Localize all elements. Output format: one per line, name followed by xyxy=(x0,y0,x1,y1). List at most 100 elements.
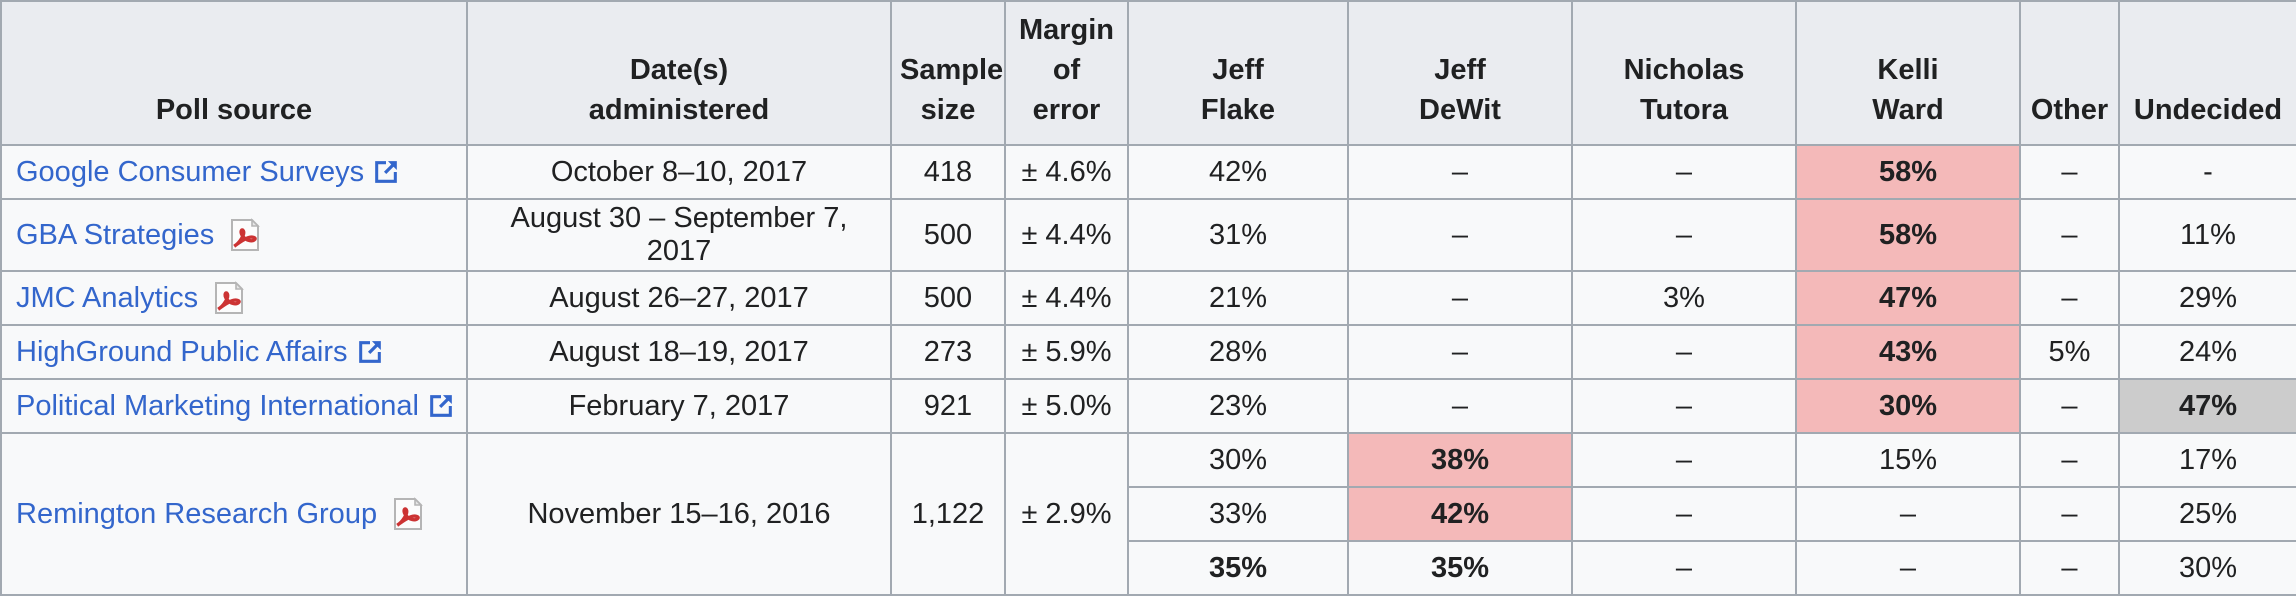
cell-date: August 26–27, 2017 xyxy=(466,270,892,327)
cell-jeff-dewit: – xyxy=(1347,270,1573,327)
pdf-icon xyxy=(231,218,261,252)
poll-source-link-label: Remington Research Group xyxy=(16,497,378,530)
cell-poll-source: Google Consumer Surveys xyxy=(0,144,468,201)
cell-jeff-dewit: – xyxy=(1347,378,1573,435)
cell-other: – xyxy=(2019,270,2120,327)
table-row: HighGround Public Affairs August 18–19, … xyxy=(0,324,2296,381)
column-header-dates-administered: Date(s) administered xyxy=(466,0,892,147)
cell-jeff-flake: 23% xyxy=(1127,378,1349,435)
cell-margin-of-error: ± 5.0% xyxy=(1004,378,1129,435)
cell-kelli-ward: 30% xyxy=(1795,378,2021,435)
cell-undecided: 30% xyxy=(2118,540,2296,596)
cell-kelli-ward: 58% xyxy=(1795,144,2021,201)
cell-nicholas-tutora: – xyxy=(1571,144,1797,201)
cell-other: – xyxy=(2019,486,2120,543)
cell-margin-of-error: ± 4.4% xyxy=(1004,270,1129,327)
table-row: 33% 42% – – – 25% xyxy=(1,486,2296,543)
cell-sample-size: 418 xyxy=(890,144,1006,201)
cell-nicholas-tutora: – xyxy=(1571,198,1797,273)
poll-source-link[interactable]: HighGround Public Affairs xyxy=(16,336,383,369)
cell-jeff-flake: 42% xyxy=(1127,144,1349,201)
cell-jeff-dewit: 38% xyxy=(1347,432,1573,489)
column-header-jeff-dewit: Jeff DeWit xyxy=(1347,0,1573,147)
cell-undecided: 24% xyxy=(2118,324,2296,381)
cell-kelli-ward: 47% xyxy=(1795,270,2021,327)
poll-source-link-label: JMC Analytics xyxy=(16,281,199,314)
poll-source-link[interactable]: Remington Research Group xyxy=(16,496,426,532)
table-row: GBA Strategies August 30 – September 7, … xyxy=(0,198,2296,273)
external-link-icon xyxy=(375,161,397,183)
cell-kelli-ward: – xyxy=(1795,486,2021,543)
poll-source-link-label: Political Marketing International xyxy=(16,389,419,422)
cell-jeff-dewit: – xyxy=(1347,198,1573,273)
cell-jeff-flake: 30% xyxy=(1127,432,1349,489)
poll-source-link[interactable]: GBA Strategies xyxy=(16,217,263,253)
cell-poll-source: HighGround Public Affairs xyxy=(0,324,468,381)
cell-jeff-flake: 31% xyxy=(1127,198,1349,273)
cell-poll-source: GBA Strategies xyxy=(0,198,468,273)
column-header-undecided: Undecided xyxy=(2118,0,2296,147)
cell-undecided: - xyxy=(2118,144,2296,201)
external-link-icon xyxy=(358,341,381,363)
cell-kelli-ward: 15% xyxy=(1795,432,2021,489)
poll-source-link[interactable]: Google Consumer Surveys xyxy=(16,156,399,189)
cell-sample-size: 1,122 xyxy=(890,432,1006,596)
cell-margin-of-error: ± 4.6% xyxy=(1004,144,1129,201)
cell-nicholas-tutora: – xyxy=(1571,432,1797,489)
table-row: Political Marketing International Februa… xyxy=(0,378,2296,435)
cell-kelli-ward: 43% xyxy=(1795,324,2021,381)
pdf-icon xyxy=(215,281,245,315)
cell-date: November 15–16, 2016 xyxy=(466,432,892,596)
cell-poll-source: Political Marketing International xyxy=(0,378,468,435)
cell-nicholas-tutora: – xyxy=(1571,540,1797,596)
cell-date: August 30 – September 7, 2017 xyxy=(466,198,892,273)
cell-poll-source: Remington Research Group xyxy=(0,432,468,596)
cell-other: – xyxy=(2019,540,2120,596)
cell-jeff-flake: 21% xyxy=(1127,270,1349,327)
poll-source-link[interactable]: Political Marketing International xyxy=(16,390,454,423)
cell-other: – xyxy=(2019,198,2120,273)
cell-date: February 7, 2017 xyxy=(466,378,892,435)
cell-margin-of-error: ± 4.4% xyxy=(1004,198,1129,273)
column-header-sample-size: Sample size xyxy=(890,0,1006,147)
cell-jeff-dewit: – xyxy=(1347,144,1573,201)
cell-undecided: 25% xyxy=(2118,486,2296,543)
cell-nicholas-tutora: 3% xyxy=(1571,270,1797,327)
poll-source-link-label: GBA Strategies xyxy=(16,218,215,251)
cell-jeff-dewit: 35% xyxy=(1347,540,1573,596)
cell-margin-of-error: ± 5.9% xyxy=(1004,324,1129,381)
column-header-poll-source: Poll source xyxy=(0,0,468,147)
cell-kelli-ward: 58% xyxy=(1795,198,2021,273)
cell-date: August 18–19, 2017 xyxy=(466,324,892,381)
cell-margin-of-error: ± 2.9% xyxy=(1004,432,1129,596)
cell-sample-size: 500 xyxy=(890,198,1006,273)
cell-sample-size: 500 xyxy=(890,270,1006,327)
cell-other: – xyxy=(2019,144,2120,201)
cell-other: – xyxy=(2019,432,2120,489)
table-row: JMC Analytics August 26–27, 2017 500 ± 4… xyxy=(0,270,2296,327)
header-row: Poll source Date(s) administered Sample … xyxy=(0,0,2296,147)
cell-jeff-dewit: 42% xyxy=(1347,486,1573,543)
cell-jeff-flake: 33% xyxy=(1127,486,1349,543)
poll-source-link-label: HighGround Public Affairs xyxy=(16,335,348,368)
poll-source-link[interactable]: JMC Analytics xyxy=(16,280,247,316)
cell-nicholas-tutora: – xyxy=(1571,378,1797,435)
pdf-icon xyxy=(394,497,424,531)
poll-source-link-label: Google Consumer Surveys xyxy=(16,155,365,188)
column-header-kelli-ward: Kelli Ward xyxy=(1795,0,2021,147)
cell-jeff-flake: 28% xyxy=(1127,324,1349,381)
column-header-other: Other xyxy=(2019,0,2120,147)
column-header-nicholas-tutora: Nicholas Tutora xyxy=(1571,0,1797,147)
column-header-jeff-flake: Jeff Flake xyxy=(1127,0,1349,147)
cell-jeff-dewit: – xyxy=(1347,324,1573,381)
external-link-icon xyxy=(430,395,452,417)
table-row: Google Consumer Surveys October 8–10, 20… xyxy=(0,144,2296,201)
cell-poll-source: JMC Analytics xyxy=(0,270,468,327)
cell-kelli-ward: – xyxy=(1795,540,2021,596)
table-row: Remington Research Group November 15–16,… xyxy=(0,432,2296,596)
cell-undecided: 11% xyxy=(2118,198,2296,273)
cell-other: 5% xyxy=(2019,324,2120,381)
column-header-margin-of-error: Margin of error xyxy=(1004,0,1129,147)
cell-date: October 8–10, 2017 xyxy=(466,144,892,201)
